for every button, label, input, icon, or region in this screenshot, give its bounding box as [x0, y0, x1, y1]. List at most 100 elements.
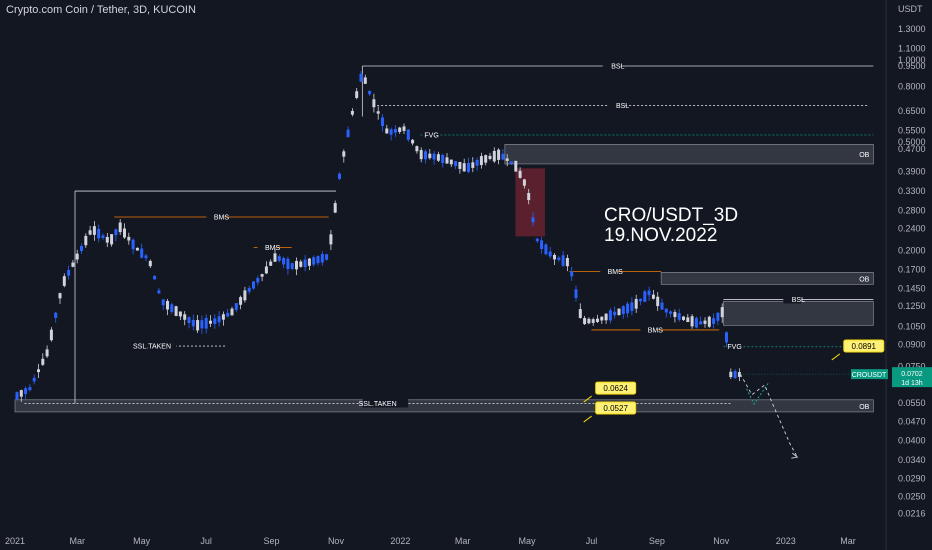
price-tick-label: 0.1050	[898, 322, 926, 332]
candle	[80, 245, 83, 252]
candle	[178, 311, 182, 317]
level-label-bg	[725, 342, 744, 351]
time-tick-label: 2023	[776, 536, 796, 546]
price-callout-label: 0.0891	[852, 342, 877, 351]
candle	[269, 261, 273, 266]
candle	[49, 329, 53, 341]
candle	[200, 320, 204, 329]
order-block-zone	[660, 272, 874, 285]
candle	[312, 257, 316, 265]
candle	[501, 153, 505, 160]
candle	[505, 158, 509, 161]
level-label: FVG	[424, 133, 438, 140]
candle	[497, 149, 501, 160]
candle	[445, 157, 449, 164]
price-tick-label: 0.4700	[898, 144, 926, 154]
price-tick-label: 0.8000	[898, 81, 926, 91]
projection-path	[739, 373, 798, 458]
candle	[716, 312, 720, 321]
price-tick-label: 0.0290	[898, 474, 926, 484]
level-label: BSL	[792, 297, 805, 304]
candle	[596, 318, 599, 322]
candle	[346, 129, 350, 138]
candle	[209, 320, 212, 324]
candle	[243, 290, 247, 301]
candle	[449, 159, 453, 165]
last-price-tag	[892, 367, 932, 388]
time-tick-label: Mar	[840, 536, 856, 546]
candle	[75, 253, 79, 260]
candle	[148, 260, 152, 267]
level-label-bg	[422, 131, 441, 140]
candle	[338, 173, 341, 179]
price-tick-label: 1.1000	[898, 44, 926, 54]
candle	[510, 161, 513, 164]
price-tick-label: 0.1250	[898, 301, 926, 311]
time-tick-label: Nov	[713, 536, 730, 546]
candle	[729, 371, 733, 378]
candle	[316, 256, 320, 264]
candle	[415, 146, 419, 152]
symbol-tag	[851, 369, 888, 380]
time-tick-label: Mar	[455, 536, 471, 546]
price-callout-label: 0.0527	[603, 404, 628, 413]
candle	[699, 321, 703, 325]
price-tick-label: 0.5000	[898, 137, 926, 147]
callout-pointer	[583, 415, 592, 423]
candle	[230, 308, 234, 316]
candle	[84, 235, 88, 246]
order-block-zone	[504, 144, 874, 165]
level-label: BSL	[611, 64, 624, 71]
candle	[557, 257, 561, 260]
candle	[221, 314, 225, 320]
price-tick-label: 0.0900	[898, 340, 926, 350]
candle	[67, 269, 71, 276]
candle	[329, 234, 333, 245]
candle	[217, 316, 221, 323]
candle	[350, 110, 354, 115]
candle	[544, 244, 548, 255]
candle	[514, 160, 518, 172]
candle	[737, 372, 741, 377]
time-tick-label: Jul	[586, 536, 598, 546]
time-tick-label: 2021	[5, 536, 25, 546]
candle	[333, 203, 337, 213]
candle	[71, 262, 75, 267]
candle	[260, 274, 264, 277]
candle	[58, 293, 62, 299]
level-label-bg	[640, 325, 659, 334]
time-tick-label: May	[519, 536, 537, 546]
candle	[24, 388, 28, 394]
last-price-countdown: 1d 13h	[901, 380, 923, 387]
candle	[45, 349, 49, 357]
candle	[273, 253, 277, 262]
candle	[626, 303, 630, 314]
candle	[707, 316, 711, 327]
candle	[376, 111, 380, 114]
candle	[37, 369, 40, 373]
candle	[617, 308, 621, 316]
candle	[565, 258, 569, 267]
candle	[725, 332, 728, 343]
candle	[406, 129, 410, 140]
candle	[114, 229, 118, 236]
candle	[15, 392, 19, 400]
price-tick-label: 0.3300	[898, 186, 926, 196]
candle	[634, 299, 638, 309]
symbol-tag-label: CROUSDT	[852, 372, 887, 379]
candle	[454, 161, 458, 167]
candle	[54, 312, 58, 318]
candle	[656, 296, 660, 307]
candle	[419, 150, 423, 160]
annotation-date: 19.NOV.2022	[604, 225, 717, 246]
candle	[359, 73, 363, 82]
candle	[462, 163, 466, 172]
candle	[389, 129, 393, 135]
projection-arrowhead	[791, 452, 799, 459]
candle	[252, 281, 255, 289]
price-tick-label: 0.1700	[898, 265, 926, 275]
price-callout-box	[595, 381, 637, 395]
candle	[518, 170, 522, 178]
candle	[660, 302, 664, 310]
